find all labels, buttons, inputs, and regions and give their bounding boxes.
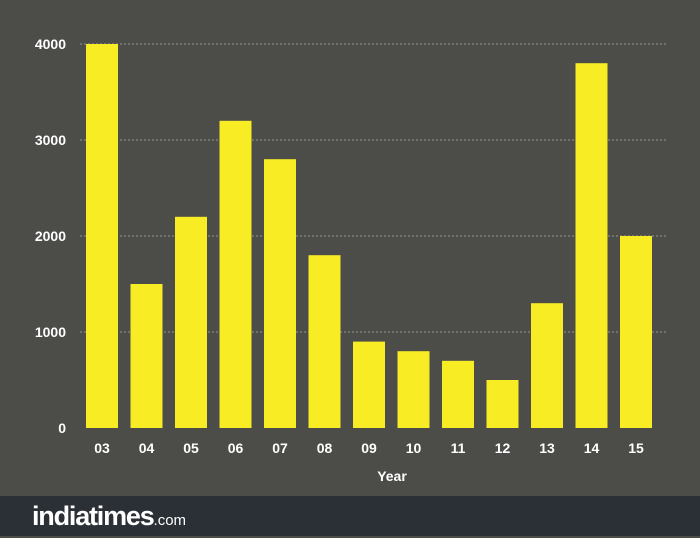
x-tick-label: 03 — [94, 440, 110, 456]
bar-04 — [130, 284, 163, 428]
brand-logo: indiatimes.com — [32, 499, 186, 538]
bar-06 — [219, 120, 252, 429]
x-tick-label: 15 — [628, 440, 644, 456]
bar-chart: 0 1000 2000 3000 4000 03 04 05 06 07 08 09 10 11 12 13… — [35, 36, 668, 484]
x-tick-label: 14 — [584, 440, 600, 456]
bar-12 — [486, 380, 519, 428]
y-tick-label: 3000 — [35, 132, 66, 148]
x-tick-label: 08 — [317, 440, 333, 456]
brand-suffix: .com — [153, 512, 187, 529]
bar-09 — [353, 341, 385, 428]
x-axis-ticks: 03 04 05 06 07 08 09 10 11 12 13 14 15 — [94, 440, 644, 456]
y-tick-label: 2000 — [35, 228, 66, 244]
x-tick-label: 09 — [361, 440, 377, 456]
y-tick-label: 1000 — [35, 324, 66, 340]
x-tick-label: 13 — [539, 440, 555, 456]
bar-13 — [531, 303, 563, 428]
bar-11 — [442, 360, 474, 428]
x-axis-title: Year — [377, 468, 407, 484]
x-tick-label: 05 — [183, 440, 199, 456]
y-tick-label: 0 — [58, 420, 66, 436]
x-tick-label: 04 — [139, 440, 155, 456]
bar-14 — [575, 63, 608, 428]
bar-07 — [264, 159, 296, 428]
brand-name: indiatimes — [32, 501, 155, 531]
bar-10 — [397, 351, 430, 428]
y-axis-ticks: 0 1000 2000 3000 4000 — [35, 36, 66, 436]
x-tick-label: 06 — [228, 440, 244, 456]
x-tick-label: 11 — [451, 440, 466, 456]
x-tick-label: 12 — [495, 440, 511, 456]
bar-15 — [620, 236, 652, 428]
chart-canvas: 0 1000 2000 3000 4000 03 04 05 06 07 08 09 10 11 12 13… — [35, 36, 668, 484]
bar-08 — [308, 255, 341, 428]
bars — [86, 44, 652, 429]
x-tick-label: 07 — [272, 440, 288, 456]
x-tick-label: 10 — [406, 440, 422, 456]
y-tick-label: 4000 — [35, 36, 66, 52]
bar-05 — [175, 216, 207, 428]
footer-bar: indiatimes.com — [0, 496, 700, 536]
bar-03 — [86, 44, 118, 428]
